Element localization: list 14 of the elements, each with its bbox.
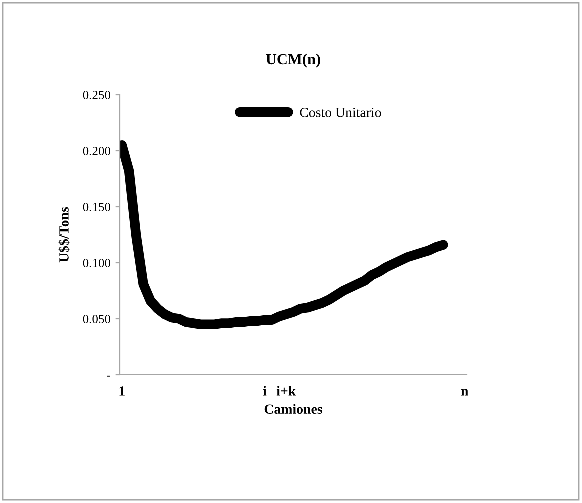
y-tick-label: 0.150 bbox=[83, 203, 110, 212]
y-tick-label: 0.250 bbox=[83, 91, 110, 100]
y-tick-label: 0.050 bbox=[83, 315, 110, 324]
y-tick-label: 0.200 bbox=[83, 147, 110, 156]
x-axis-title: Camiones bbox=[264, 404, 322, 414]
x-tick-label: 1 bbox=[120, 386, 125, 396]
x-tick-label: i+k bbox=[276, 386, 296, 396]
y-tick-label: - bbox=[107, 376, 111, 377]
y-axis-title: U$$/Tons bbox=[58, 207, 70, 263]
x-tick-label: i bbox=[263, 386, 267, 396]
x-tick-label: n bbox=[461, 389, 469, 396]
chart-title: UCM(n) bbox=[266, 54, 320, 68]
y-tick-label: 0.100 bbox=[83, 259, 110, 268]
legend-label: Costo Unitario bbox=[300, 108, 382, 118]
